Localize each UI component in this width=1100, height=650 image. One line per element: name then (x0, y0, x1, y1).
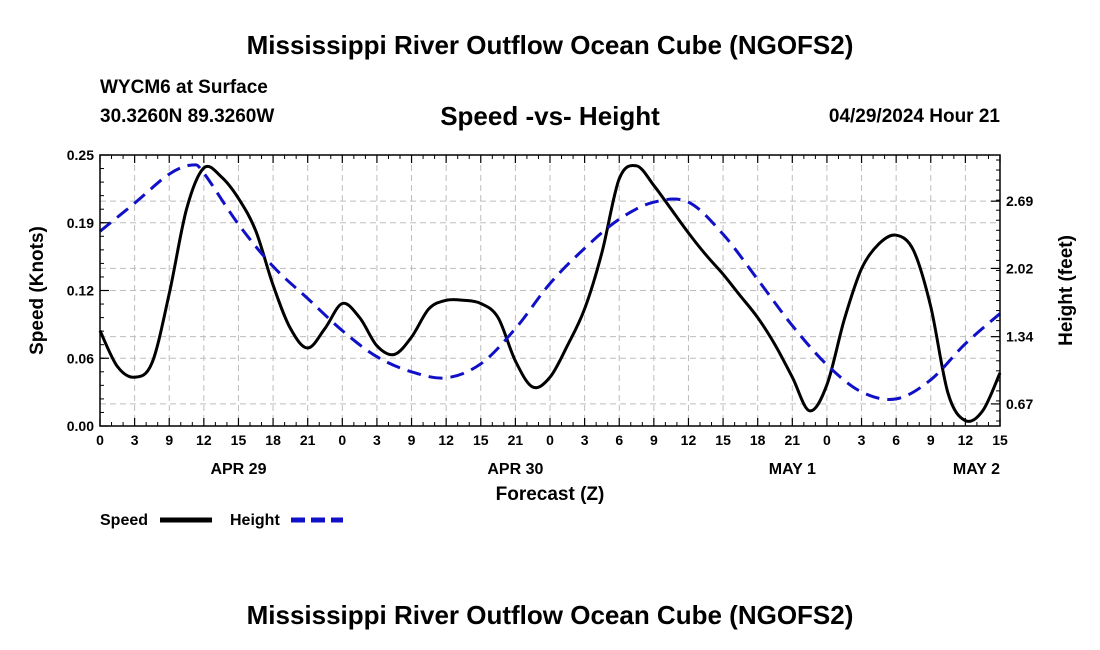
x-tick-label: 0 (338, 432, 346, 448)
x-tick-label: 12 (196, 432, 212, 448)
x-tick-label: 3 (581, 432, 589, 448)
x-tick-label: 12 (438, 432, 454, 448)
forecast-datetime: 04/29/2024 Hour 21 (828, 106, 1000, 127)
y-right-tick-label: 2.02 (1006, 260, 1033, 276)
x-tick-label: 9 (165, 432, 173, 448)
x-tick-label: 21 (785, 432, 801, 448)
speed-series-line (98, 163, 1002, 423)
legend-label-height: Height (230, 512, 280, 529)
x-tick-label: 0 (96, 432, 104, 448)
x-tick-label: 9 (650, 432, 658, 448)
series-layer (98, 163, 1002, 423)
y-right-tick-label: 0.67 (1006, 396, 1033, 412)
footer-title: Mississippi River Outflow Ocean Cube (NG… (246, 600, 854, 630)
chart-main-title: Mississippi River Outflow Ocean Cube (NG… (246, 30, 854, 60)
x-tick-label: 15 (992, 432, 1008, 448)
x-date-label: MAY 1 (769, 461, 816, 478)
legend-label-speed: Speed (100, 512, 148, 529)
y-left-tick-label: 0.19 (67, 215, 94, 231)
y2-axis-title: Height (feet) (1056, 235, 1077, 346)
y-left-tick-label: 0.00 (67, 418, 94, 434)
height-series-line (99, 163, 1001, 401)
y-right-tick-label: 2.69 (1006, 193, 1033, 209)
tick-layer: 0 3 9 12 15 18 21 0 3 9 12 15 21 0 3 6 9 12 15 18 21 0 3 6 9 12 15… (67, 147, 1034, 478)
x-date-label: APR 29 (210, 461, 266, 478)
chart-subtitle: Speed -vs- Height (440, 101, 660, 131)
legend: Speed Height (100, 512, 343, 529)
y-left-tick-label: 0.12 (67, 283, 94, 299)
y-left-tick-label: 0.25 (67, 147, 94, 163)
x-tick-label: 9 (927, 432, 935, 448)
y-left-tick-label: 0.06 (67, 350, 94, 366)
y-axis-title: Speed (Knots) (27, 226, 48, 355)
x-tick-label: 12 (681, 432, 697, 448)
x-tick-label: 15 (231, 432, 247, 448)
x-tick-label: 3 (373, 432, 381, 448)
x-date-label: APR 30 (487, 461, 543, 478)
x-tick-label: 0 (823, 432, 831, 448)
y-right-tick-label: 1.34 (1006, 329, 1033, 345)
x-tick-label: 18 (750, 432, 766, 448)
x-tick-label: 12 (958, 432, 974, 448)
x-tick-label: 3 (131, 432, 139, 448)
x-tick-label: 21 (300, 432, 316, 448)
speed-height-chart: 0 3 9 12 15 18 21 0 3 9 12 15 21 0 3 6 9 12 15 18 21 0 3 6 9 12 15… (27, 147, 1077, 529)
x-tick-label: 15 (715, 432, 731, 448)
x-tick-label: 0 (546, 432, 554, 448)
station-label: WYCM6 at Surface (100, 77, 268, 98)
x-tick-label: 18 (265, 432, 281, 448)
x-tick-label: 9 (408, 432, 416, 448)
x-axis-title: Forecast (Z) (496, 484, 605, 505)
x-tick-label: 21 (508, 432, 524, 448)
x-tick-label: 6 (615, 432, 623, 448)
x-tick-label: 15 (473, 432, 489, 448)
x-tick-label: 6 (892, 432, 900, 448)
x-date-label: MAY 2 (953, 461, 1000, 478)
x-tick-label: 3 (858, 432, 866, 448)
station-coordinates: 30.3260N 89.3260W (100, 106, 275, 127)
